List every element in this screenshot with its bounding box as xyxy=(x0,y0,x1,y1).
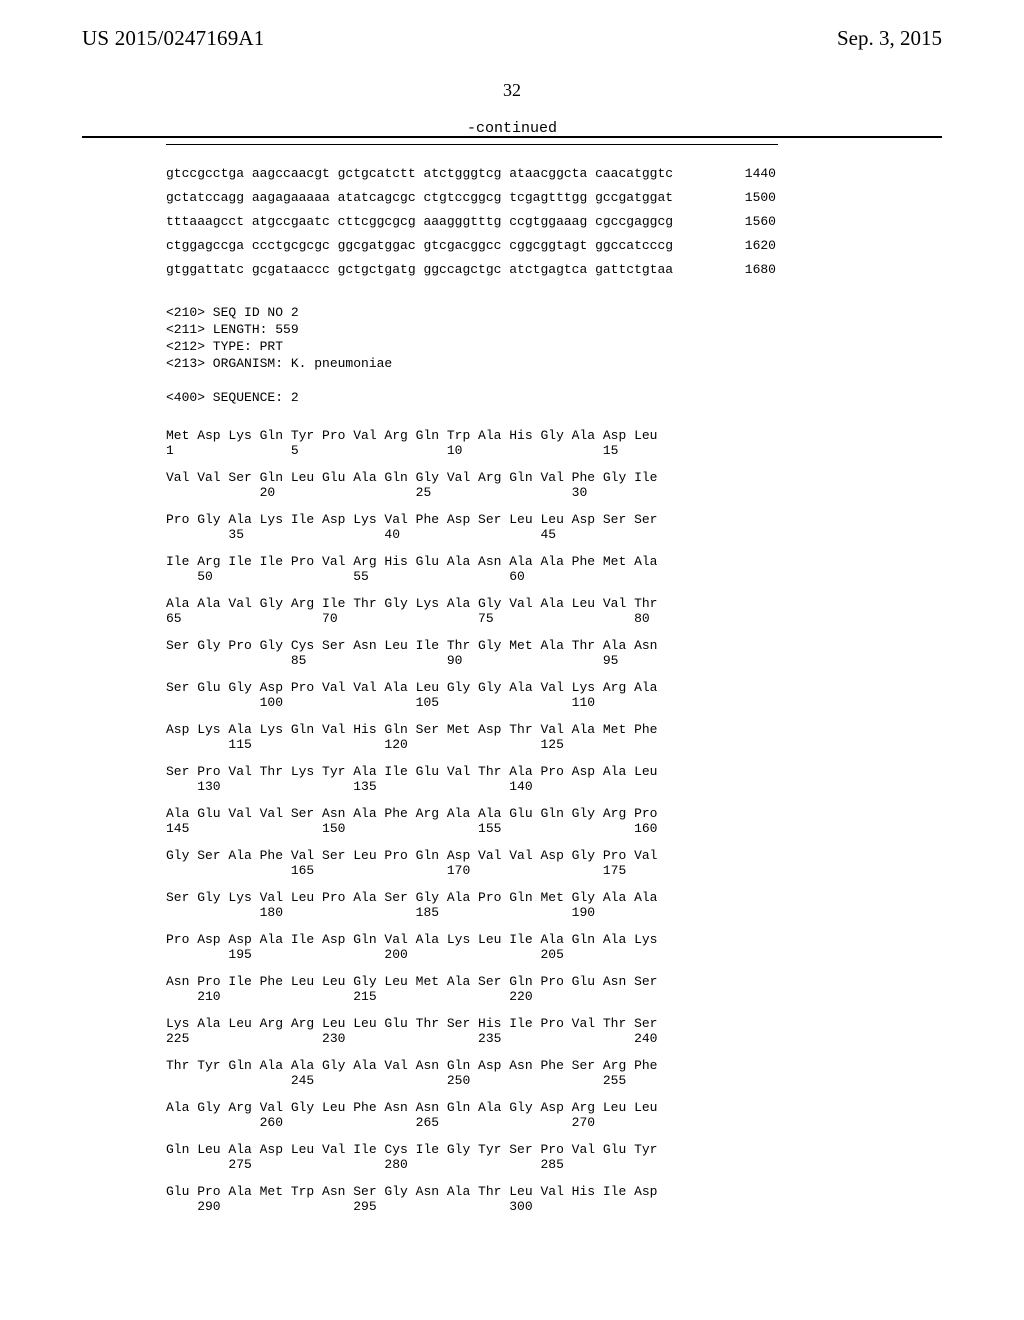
continued-label: -continued xyxy=(467,120,557,137)
page-header: US 2015/0247169A1 Sep. 3, 2015 xyxy=(0,0,1024,70)
nucleotide-sequence-block: gtccgcctga aagccaacgt gctgcatctt atctggg… xyxy=(166,162,776,282)
publication-number: US 2015/0247169A1 xyxy=(82,26,265,51)
publication-date: Sep. 3, 2015 xyxy=(837,26,942,51)
rule-top xyxy=(82,136,942,138)
sequence-meta-block: <210> SEQ ID NO 2 <211> LENGTH: 559 <212… xyxy=(166,304,392,406)
rule-inner xyxy=(166,144,778,145)
protein-sequence-block: Met Asp Lys Gln Tyr Pro Val Arg Gln Trp … xyxy=(166,428,657,1226)
page-number: 32 xyxy=(503,80,521,101)
